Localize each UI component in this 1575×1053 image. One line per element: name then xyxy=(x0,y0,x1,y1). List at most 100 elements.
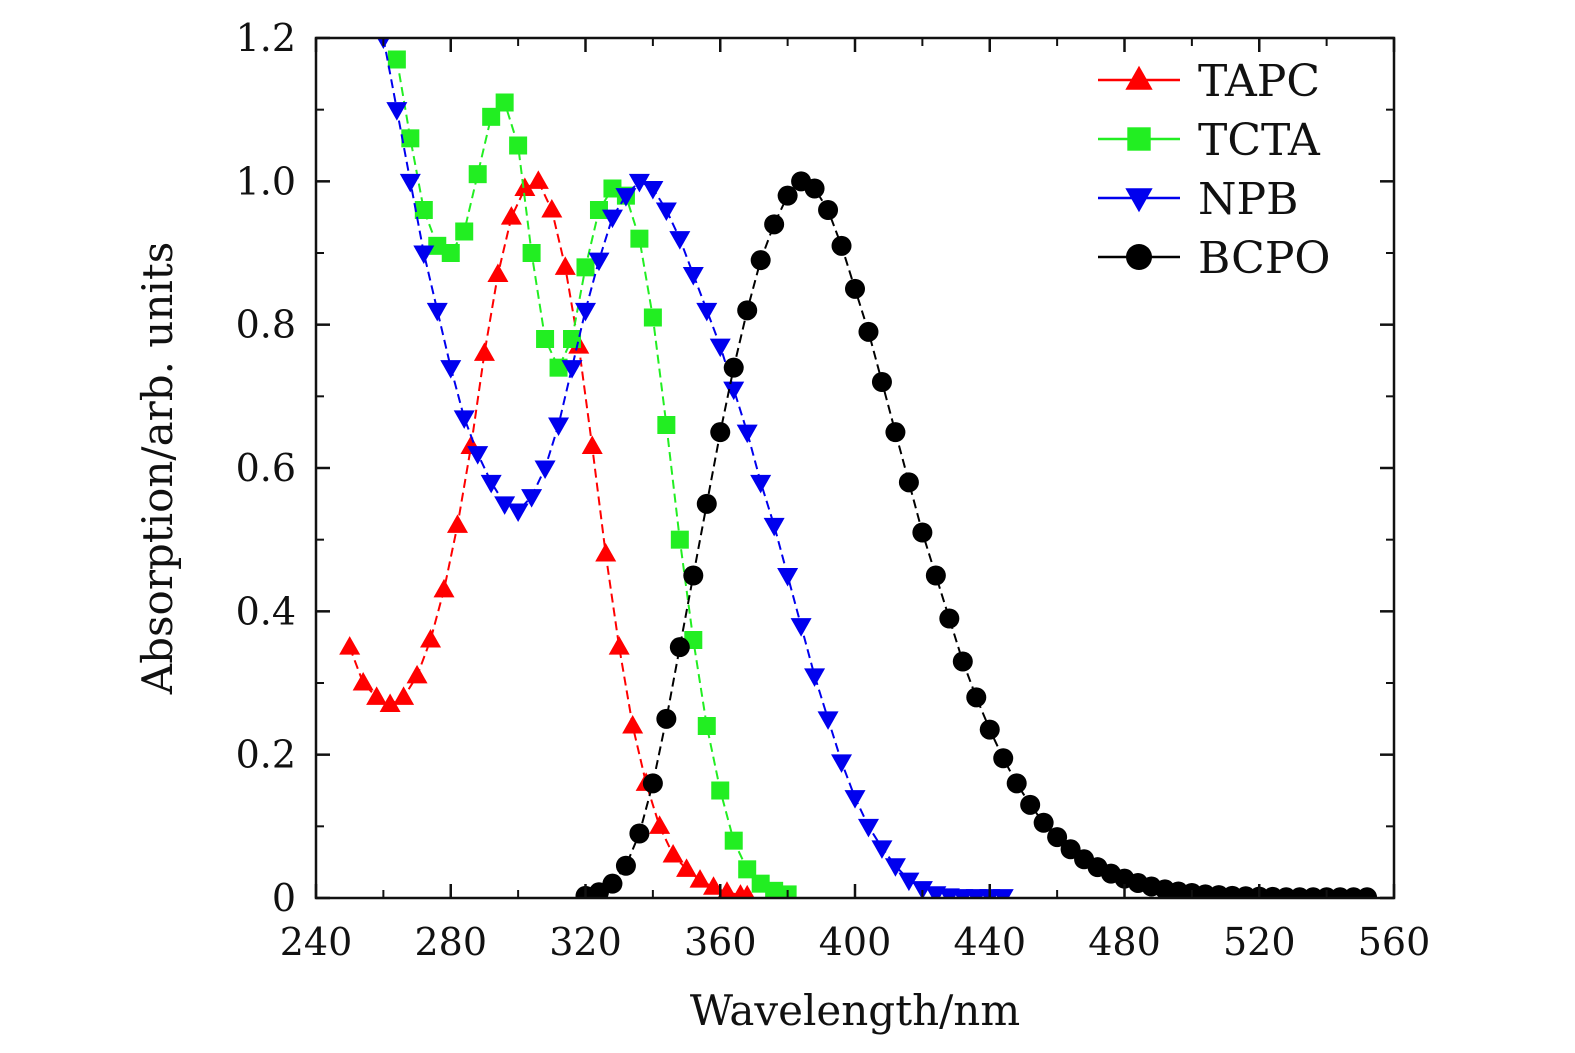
data-point-bcpo xyxy=(723,357,744,378)
x-tick-label: 400 xyxy=(819,920,892,964)
data-point-npb xyxy=(911,881,933,898)
data-point-tapc xyxy=(622,715,644,734)
data-point-tapc xyxy=(339,636,361,655)
x-tick-label: 560 xyxy=(1358,920,1431,964)
data-point-npb xyxy=(413,245,435,264)
data-point-npb xyxy=(857,818,879,838)
data-point-tcta xyxy=(414,201,433,219)
x-tick-label: 440 xyxy=(953,920,1026,964)
data-point-npb xyxy=(736,424,758,444)
data-point-npb xyxy=(709,338,731,358)
data-point-bcpo xyxy=(845,278,865,299)
data-point-tcta xyxy=(482,107,501,126)
data-point-tapc xyxy=(473,342,495,361)
data-point-bcpo xyxy=(925,565,946,586)
data-point-bcpo xyxy=(979,719,1000,740)
legend-item-bcpo: BCPO xyxy=(1098,233,1331,284)
data-point-npb xyxy=(750,474,772,494)
data-point-tcta xyxy=(455,222,474,241)
data-point-tapc xyxy=(446,514,468,533)
x-tick-label: 480 xyxy=(1088,920,1161,964)
data-point-tcta xyxy=(387,50,406,69)
data-point-tcta xyxy=(549,358,568,377)
data-point-npb xyxy=(467,446,489,465)
data-point-tapc xyxy=(703,876,725,895)
data-point-npb xyxy=(682,267,704,286)
data-point-npb xyxy=(494,496,516,515)
data-point-tcta xyxy=(724,831,743,850)
data-point-bcpo xyxy=(777,185,798,206)
legend-item-tapc: TAPC xyxy=(1098,56,1320,107)
data-point-bcpo xyxy=(871,372,892,392)
data-point-bcpo xyxy=(696,493,717,514)
data-point-bcpo xyxy=(737,300,758,321)
data-point-bcpo xyxy=(1006,773,1027,794)
data-point-npb xyxy=(575,302,596,322)
data-point-tapc xyxy=(420,629,442,648)
data-point-tapc xyxy=(433,578,455,598)
x-tick-label: 360 xyxy=(684,920,757,964)
data-point-npb xyxy=(548,417,570,436)
data-point-npb xyxy=(453,410,475,429)
data-point-tapc xyxy=(717,881,737,898)
data-point-npb xyxy=(386,102,408,121)
data-point-npb xyxy=(831,754,853,773)
data-point-npb xyxy=(804,668,826,687)
data-point-npb xyxy=(777,568,799,587)
y-tick-label: 0.6 xyxy=(236,446,296,490)
data-point-npb xyxy=(898,872,920,892)
data-point-tapc xyxy=(608,636,630,655)
data-point-tapc xyxy=(649,815,671,834)
data-point-tapc xyxy=(541,199,563,218)
data-point-npb xyxy=(615,188,637,207)
data-point-bcpo xyxy=(952,651,973,672)
legend-label: NPB xyxy=(1198,174,1298,225)
data-point-bcpo xyxy=(602,873,623,894)
data-point-tcta xyxy=(711,781,730,800)
data-point-npb xyxy=(426,302,448,322)
data-point-tapc xyxy=(554,256,576,275)
data-point-npb xyxy=(601,209,623,229)
legend-item-tcta: TCTA xyxy=(1098,115,1321,166)
data-point-npb xyxy=(790,618,812,637)
data-point-tcta xyxy=(509,136,528,155)
data-point-npb xyxy=(763,517,785,537)
legend-item-npb: NPB xyxy=(1098,174,1298,225)
data-point-bcpo xyxy=(939,608,960,629)
data-point-tapc xyxy=(500,206,522,225)
data-point-bcpo xyxy=(764,214,785,235)
x-tick-label: 240 xyxy=(280,920,353,964)
data-point-npb xyxy=(480,474,502,494)
data-point-npb xyxy=(992,889,1014,898)
data-point-npb xyxy=(534,460,556,479)
data-point-tcta xyxy=(738,860,757,879)
data-point-tcta xyxy=(495,93,514,112)
data-point-npb xyxy=(655,202,677,221)
data-point-npb xyxy=(669,231,691,250)
y-tick-label: 0.8 xyxy=(236,303,296,347)
data-point-bcpo xyxy=(1020,794,1041,815)
series-line-tcta xyxy=(395,59,788,896)
data-point-bcpo xyxy=(710,422,731,443)
legend-marker xyxy=(1126,244,1152,270)
data-point-tapc xyxy=(739,884,755,898)
data-point-bcpo xyxy=(683,565,704,586)
data-point-tapc xyxy=(406,664,428,684)
series-npb xyxy=(377,38,1014,898)
data-point-bcpo xyxy=(1033,812,1054,833)
data-point-npb xyxy=(723,381,745,401)
data-point-bcpo xyxy=(642,773,663,794)
data-point-npb xyxy=(844,790,866,809)
data-point-npb xyxy=(561,360,583,379)
series-line-npb xyxy=(382,38,1004,898)
y-tick-label: 0.4 xyxy=(236,589,296,633)
data-point-bcpo xyxy=(804,178,825,199)
data-point-tapc xyxy=(527,170,549,189)
data-point-tapc xyxy=(514,177,536,196)
data-point-bcpo xyxy=(1047,827,1068,848)
legend-label: TAPC xyxy=(1198,56,1320,107)
data-point-tcta xyxy=(563,330,582,348)
data-point-tcta xyxy=(441,244,460,262)
data-point-npb xyxy=(507,503,529,522)
